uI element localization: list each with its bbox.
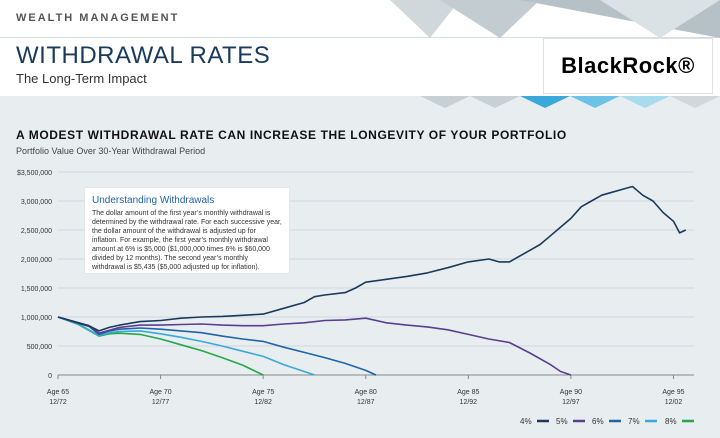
series-line-6pct xyxy=(57,316,377,376)
legend-label: 5% xyxy=(556,417,568,426)
x-tick-date: 12/92 xyxy=(460,399,478,406)
x-tick-age: Age 95 xyxy=(662,389,684,396)
brand-logo: BlackRock® xyxy=(543,38,713,94)
x-tick-date: 12/02 xyxy=(665,399,683,406)
deco-triangle xyxy=(600,0,720,38)
deco-chevron xyxy=(470,96,520,108)
y-tick-label: 500,000 xyxy=(27,344,52,351)
chart-subheadline: Portfolio Value Over 30-Year Withdrawal … xyxy=(16,146,206,156)
y-tick-label: 1,500,000 xyxy=(21,286,52,293)
legend-label: 7% xyxy=(628,417,640,426)
deco-chevron xyxy=(570,96,620,108)
deco-chevron xyxy=(420,96,470,108)
page-subtitle: The Long-Term Impact xyxy=(16,71,147,86)
x-tick-age: Age 85 xyxy=(457,389,479,396)
y-tick-label: 1,000,000 xyxy=(21,315,52,322)
legend-label: 4% xyxy=(520,417,532,426)
x-tick-age: Age 65 xyxy=(47,389,69,396)
deco-chevron xyxy=(670,96,720,108)
info-box: Understanding Withdrawals The dollar amo… xyxy=(84,187,290,274)
x-tick-date: 12/77 xyxy=(152,399,170,406)
x-tick-age: Age 90 xyxy=(560,389,582,396)
y-tick-label: $3,500,000 xyxy=(17,170,52,177)
chart-headline: A MODEST WITHDRAWAL RATE CAN INCREASE TH… xyxy=(16,128,567,142)
logo-text: BlackRock® xyxy=(561,53,695,78)
deco-triangle xyxy=(390,0,460,38)
series-line-5pct xyxy=(57,316,572,376)
deco-triangle xyxy=(440,0,540,38)
series-line-7pct xyxy=(57,316,315,376)
deco-chevron xyxy=(520,96,570,108)
x-tick-age: Age 70 xyxy=(149,389,171,396)
x-tick-date: 12/97 xyxy=(562,399,580,406)
section-label: WEALTH MANAGEMENT xyxy=(16,12,180,24)
y-tick-label: 3,000,000 xyxy=(21,199,52,206)
page-title: WITHDRAWAL RATES xyxy=(16,42,271,69)
x-tick-date: 12/87 xyxy=(357,399,375,406)
x-tick-age: Age 75 xyxy=(252,389,274,396)
y-tick-label: 2,000,000 xyxy=(21,257,52,264)
legend-label: 8% xyxy=(665,417,677,426)
x-tick-date: 12/82 xyxy=(254,399,272,406)
y-tick-label: 0 xyxy=(48,373,52,380)
info-title: Understanding Withdrawals xyxy=(92,195,215,206)
series-line-4pct xyxy=(57,185,687,332)
info-body: The dollar amount of the first year’s mo… xyxy=(92,210,282,271)
legend-label: 6% xyxy=(592,417,604,426)
x-tick-age: Age 80 xyxy=(355,389,377,396)
header-decoration xyxy=(390,0,720,108)
y-tick-label: 2,500,000 xyxy=(21,228,52,235)
deco-chevron xyxy=(620,96,670,108)
x-tick-date: 12/72 xyxy=(49,399,67,406)
